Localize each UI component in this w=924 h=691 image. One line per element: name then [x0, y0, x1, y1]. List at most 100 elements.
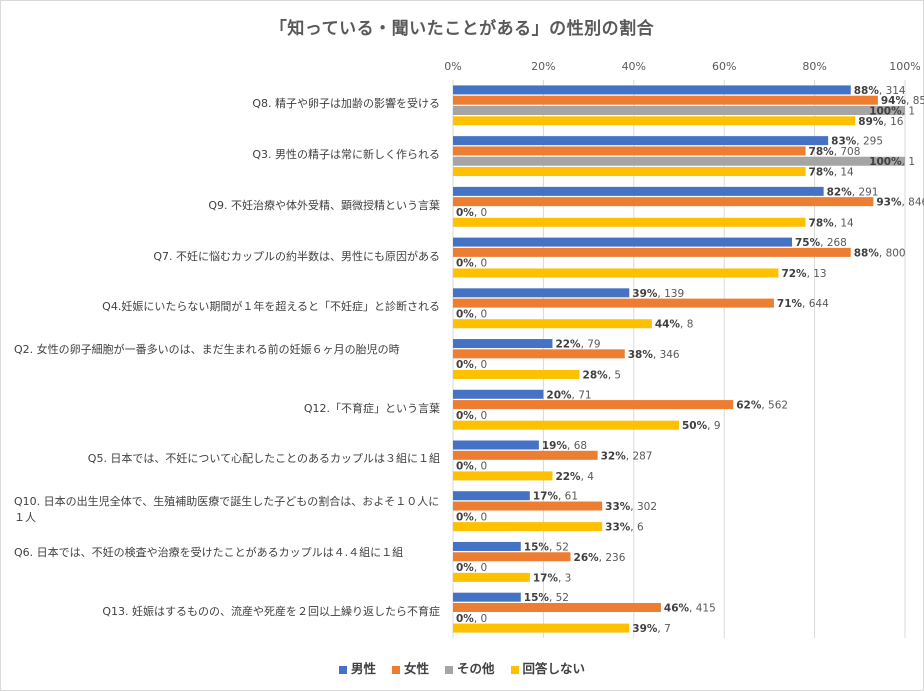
- data-label: 71%, 644: [777, 298, 829, 310]
- bar-回答しない: [453, 522, 603, 532]
- bar-女性: [453, 501, 603, 511]
- bar-回答しない: [453, 623, 630, 633]
- category-label: Q6. 日本では、不妊の検査や治療を受けたことがあるカップルは４.４組に１組: [14, 545, 404, 559]
- bar-男性: [453, 440, 539, 450]
- bar-男性: [453, 85, 851, 95]
- bar-女性: [453, 146, 806, 156]
- legend-label: 回答しない: [522, 661, 586, 676]
- data-label: 93%, 846: [876, 197, 924, 209]
- bar-回答しない: [453, 420, 679, 430]
- data-label: 88%, 800: [854, 247, 906, 259]
- category-label: Q10. 日本の出生児全体で、生殖補助医療で誕生した子どもの割合は、およそ１０人…: [14, 495, 440, 525]
- data-label: 38%, 346: [628, 349, 680, 361]
- category-label: Q7. 不妊に悩むカップルの約半数は、男性にも原因がある: [153, 249, 440, 263]
- legend-label: その他: [457, 661, 495, 676]
- bar-男性: [453, 491, 530, 501]
- data-label: 78%, 14: [809, 167, 854, 179]
- data-label: 78%, 708: [809, 146, 861, 158]
- data-label: 44%, 8: [655, 319, 694, 331]
- legend-item: 男性: [338, 658, 376, 677]
- data-label: 15%, 52: [524, 541, 569, 553]
- legend-swatch: [391, 665, 400, 674]
- category-label: Q4.妊娠にいたらない期間が１年を超えると「不妊症」と診断される: [102, 300, 440, 314]
- bar-女性: [453, 298, 774, 308]
- x-tick-label: 60%: [712, 60, 736, 73]
- legend-label: 男性: [350, 661, 376, 676]
- data-label: 28%, 5: [583, 369, 622, 381]
- data-label: 33%, 6: [605, 522, 644, 534]
- data-label: 26%, 236: [574, 552, 626, 564]
- bar-男性: [453, 136, 829, 146]
- bar-男性: [453, 288, 630, 298]
- data-label: 17%, 3: [533, 572, 572, 584]
- bar-回答しない: [453, 572, 530, 582]
- data-label: 82%, 291: [827, 186, 879, 198]
- bar-回答しない: [453, 116, 856, 126]
- bar-男性: [453, 339, 553, 349]
- x-tick-label: 40%: [622, 60, 646, 73]
- bar-男性: [453, 592, 521, 602]
- data-label: 72%, 13: [781, 268, 826, 280]
- data-label: 39%, 7: [632, 623, 671, 635]
- bar-回答しない: [453, 268, 779, 278]
- category-label: Q12.「不育症」という言葉: [303, 401, 440, 415]
- data-label: 0%, 0: [456, 308, 487, 320]
- legend-item: 女性: [391, 658, 429, 677]
- data-label: 62%, 562: [736, 400, 788, 412]
- bar-回答しない: [453, 369, 580, 379]
- data-label: 32%, 287: [601, 450, 653, 462]
- bar-女性: [453, 552, 571, 562]
- x-tick-label: 20%: [531, 60, 555, 73]
- data-label: 50%, 9: [682, 420, 721, 432]
- legend-swatch: [445, 665, 453, 674]
- category-label: Q8. 精子や卵子は加齢の影響を受ける: [252, 97, 440, 111]
- category-label: Q5. 日本では、不妊について心配したことのあるカップルは３組に１組: [87, 452, 440, 466]
- data-label: 22%, 4: [555, 471, 594, 483]
- data-label: 0%, 0: [456, 461, 487, 473]
- data-label: 46%, 415: [664, 602, 716, 614]
- category-label: Q2. 女性の卵子細胞が一番多いのは、まだ生まれる前の妊娠６ヶ月の胎児の時: [14, 343, 400, 356]
- data-label: 0%, 0: [456, 562, 487, 574]
- bar-男性: [453, 186, 824, 196]
- data-label: 78%, 14: [809, 217, 854, 229]
- data-label: 83%, 295: [831, 136, 883, 148]
- bar-回答しない: [453, 319, 652, 329]
- bar-その他: [453, 106, 905, 116]
- data-label: 89%, 16: [858, 116, 903, 128]
- data-label: 100%, 1: [869, 156, 915, 168]
- bar-回答しない: [453, 471, 553, 481]
- bar-男性: [453, 389, 544, 399]
- data-label: 22%, 79: [555, 339, 600, 351]
- bar-女性: [453, 197, 874, 207]
- bar-女性: [453, 349, 625, 359]
- x-tick-label: 100%: [889, 60, 920, 73]
- data-label: 100%, 1: [869, 106, 915, 118]
- data-label: 17%, 61: [533, 491, 578, 503]
- data-label: 94%, 855: [881, 95, 924, 107]
- legend-swatch: [510, 665, 519, 674]
- bar-回答しない: [453, 217, 806, 227]
- bar-回答しない: [453, 167, 806, 177]
- legend-item: その他: [445, 658, 495, 677]
- bar-男性: [453, 541, 521, 551]
- data-label: 88%, 314: [854, 85, 906, 97]
- data-label: 0%, 0: [456, 207, 487, 219]
- bar-女性: [453, 450, 598, 460]
- data-label: 75%, 268: [795, 237, 847, 249]
- category-label: Q13. 妊娠はするものの、流産や死産を２回以上繰り返したら不育症: [102, 604, 440, 618]
- data-label: 0%, 0: [456, 410, 487, 422]
- chart-title: 「知っている・聞いたことがある」の性別の割合: [269, 19, 655, 39]
- legend-item: 回答しない: [510, 658, 586, 677]
- data-label: 0%, 0: [456, 511, 487, 523]
- legend: 男性 女性 その他 回答しない: [0, 658, 924, 677]
- bar-女性: [453, 400, 734, 410]
- data-label: 39%, 139: [632, 288, 684, 300]
- data-label: 19%, 68: [542, 440, 587, 452]
- data-label: 0%, 0: [456, 359, 487, 371]
- data-label: 20%, 71: [546, 389, 591, 401]
- x-tick-label: 0%: [444, 60, 461, 73]
- bar-女性: [453, 247, 851, 257]
- data-label: 15%, 52: [524, 592, 569, 604]
- bar-男性: [453, 237, 792, 247]
